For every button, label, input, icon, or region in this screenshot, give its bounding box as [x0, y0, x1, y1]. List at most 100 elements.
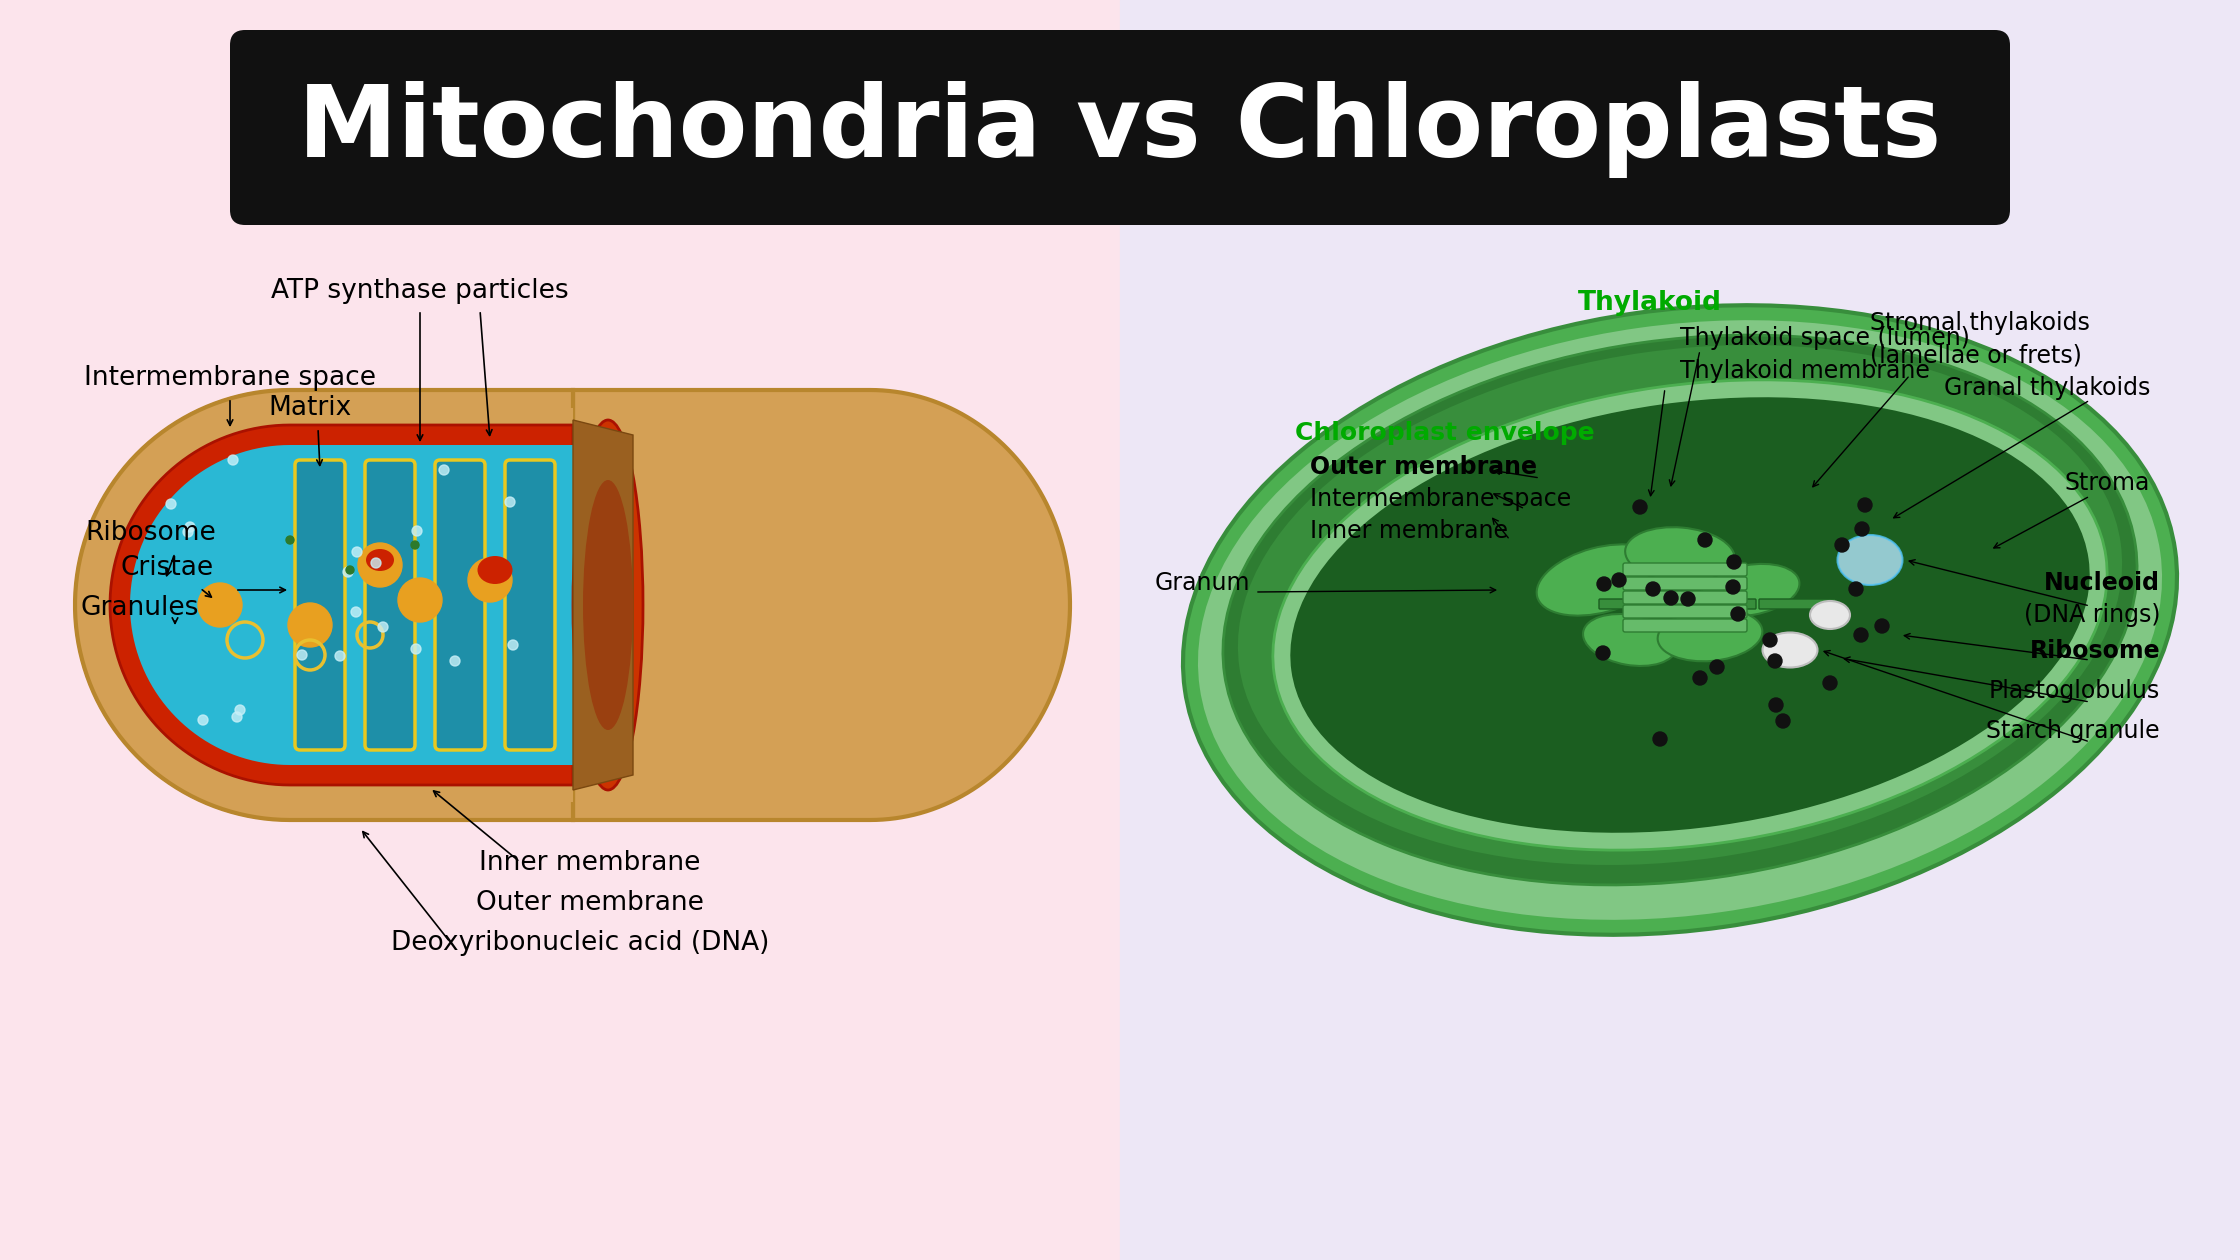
Circle shape	[1855, 627, 1868, 643]
Text: Thylakoid space (lumen): Thylakoid space (lumen)	[1680, 326, 1969, 350]
Circle shape	[1595, 646, 1611, 660]
Circle shape	[1613, 573, 1626, 587]
Circle shape	[508, 640, 517, 650]
Text: Outer membrane: Outer membrane	[477, 890, 703, 916]
Circle shape	[1680, 592, 1696, 606]
Ellipse shape	[1183, 305, 2177, 935]
Ellipse shape	[1763, 633, 1817, 668]
Circle shape	[352, 547, 363, 557]
Polygon shape	[573, 420, 634, 790]
Circle shape	[336, 651, 345, 662]
Text: Matrix: Matrix	[269, 394, 352, 421]
Polygon shape	[130, 445, 573, 765]
Text: Stromal thylakoids: Stromal thylakoids	[1870, 311, 2090, 335]
Ellipse shape	[1810, 601, 1850, 629]
Ellipse shape	[1626, 527, 1734, 583]
Text: Intermembrane space: Intermembrane space	[1310, 488, 1570, 512]
Circle shape	[410, 541, 419, 549]
Circle shape	[1664, 591, 1678, 605]
Ellipse shape	[1272, 379, 2108, 850]
Ellipse shape	[582, 480, 634, 730]
Text: Starch granule: Starch granule	[1987, 719, 2159, 743]
FancyBboxPatch shape	[1599, 598, 1676, 609]
Circle shape	[228, 455, 237, 465]
Circle shape	[1646, 582, 1660, 596]
Polygon shape	[110, 425, 573, 785]
Circle shape	[504, 496, 515, 507]
Ellipse shape	[477, 556, 513, 583]
Circle shape	[197, 714, 208, 724]
Circle shape	[1835, 538, 1848, 552]
FancyBboxPatch shape	[504, 460, 556, 750]
Circle shape	[1693, 672, 1707, 685]
Circle shape	[372, 558, 381, 568]
FancyBboxPatch shape	[1624, 619, 1747, 633]
Ellipse shape	[1584, 614, 1678, 667]
Circle shape	[468, 558, 513, 602]
Circle shape	[1848, 582, 1864, 596]
Circle shape	[412, 525, 421, 536]
Text: Deoxyribonucleic acid (DNA): Deoxyribonucleic acid (DNA)	[390, 930, 768, 956]
FancyBboxPatch shape	[1624, 605, 1747, 617]
FancyBboxPatch shape	[231, 30, 2009, 226]
Ellipse shape	[365, 549, 394, 571]
Circle shape	[1823, 677, 1837, 690]
FancyBboxPatch shape	[365, 460, 414, 750]
Text: Mitochondria vs Chloroplasts: Mitochondria vs Chloroplasts	[298, 82, 1942, 179]
Ellipse shape	[1700, 564, 1799, 616]
Text: (lamellae or frets): (lamellae or frets)	[1870, 343, 2081, 367]
Text: ATP synthase particles: ATP synthase particles	[271, 278, 569, 304]
Circle shape	[1875, 619, 1888, 633]
Text: Stroma: Stroma	[2065, 471, 2150, 495]
Text: Granules: Granules	[81, 595, 199, 621]
Ellipse shape	[1658, 609, 1763, 662]
Circle shape	[184, 527, 193, 537]
Circle shape	[1709, 660, 1725, 674]
Circle shape	[1763, 633, 1776, 646]
Ellipse shape	[1198, 320, 2162, 920]
FancyBboxPatch shape	[1758, 598, 1837, 609]
Circle shape	[1776, 714, 1790, 728]
Circle shape	[287, 536, 293, 544]
Circle shape	[399, 578, 441, 622]
Ellipse shape	[1537, 544, 1664, 616]
Ellipse shape	[1239, 345, 2121, 866]
Text: Nucleoid: Nucleoid	[2043, 571, 2159, 595]
Ellipse shape	[1290, 397, 2090, 833]
Circle shape	[186, 522, 195, 532]
Text: Thylakoid: Thylakoid	[1577, 290, 1723, 316]
Circle shape	[1698, 533, 1711, 547]
FancyBboxPatch shape	[435, 460, 486, 750]
Circle shape	[343, 567, 354, 577]
Circle shape	[1727, 554, 1740, 570]
FancyBboxPatch shape	[1680, 598, 1756, 609]
Text: (DNA rings): (DNA rings)	[2023, 604, 2159, 627]
Circle shape	[166, 499, 177, 509]
Text: Granal thylakoids: Granal thylakoids	[1944, 375, 2150, 399]
Circle shape	[298, 650, 307, 660]
Circle shape	[1597, 577, 1611, 591]
Ellipse shape	[573, 420, 643, 790]
Polygon shape	[573, 391, 1071, 820]
Text: Inner membrane: Inner membrane	[1310, 519, 1508, 543]
Circle shape	[1767, 654, 1783, 668]
Circle shape	[1857, 498, 1873, 512]
Circle shape	[358, 543, 401, 587]
Polygon shape	[76, 391, 573, 820]
Text: Ribosome: Ribosome	[2029, 639, 2159, 663]
Circle shape	[345, 566, 354, 575]
Circle shape	[1633, 500, 1646, 514]
Circle shape	[1653, 732, 1667, 746]
Circle shape	[1770, 698, 1783, 712]
Text: Granum: Granum	[1154, 571, 1250, 595]
Circle shape	[1855, 522, 1868, 536]
Text: Thylakoid membrane: Thylakoid membrane	[1680, 359, 1931, 383]
Circle shape	[439, 465, 448, 475]
Circle shape	[289, 604, 332, 646]
Bar	[1120, 0, 2240, 1260]
Bar	[0, 0, 1120, 1260]
FancyBboxPatch shape	[296, 460, 345, 750]
FancyBboxPatch shape	[1624, 591, 1747, 604]
Text: Cristae: Cristae	[121, 554, 213, 581]
Circle shape	[233, 712, 242, 722]
